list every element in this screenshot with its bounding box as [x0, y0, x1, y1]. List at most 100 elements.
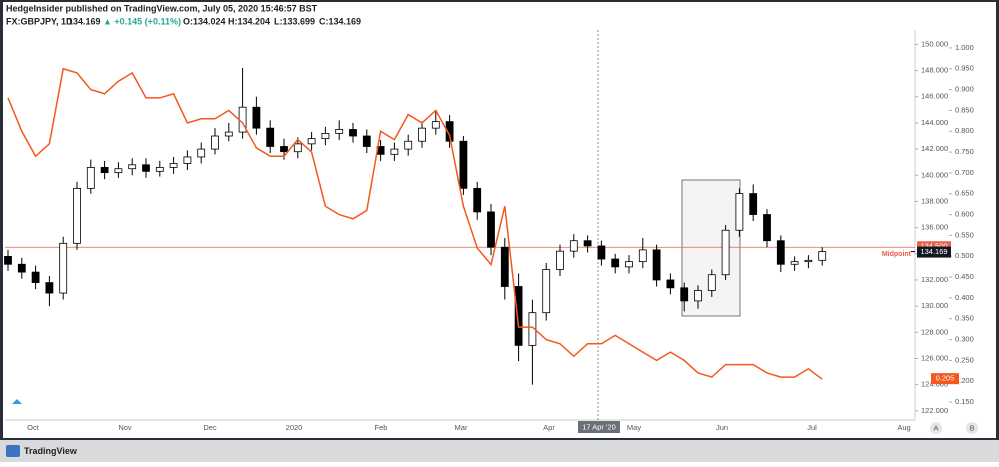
price-box-label: 134.169: [920, 247, 947, 256]
drawn-rectangle: [681, 179, 741, 317]
candle-body: [611, 258, 620, 268]
candle-body: [597, 245, 606, 260]
ohlc: C:134.169: [319, 16, 361, 26]
publisher: HedgeInsider published on TradingView.co…: [6, 3, 318, 13]
price-box: [917, 246, 951, 258]
price-box-label: 134.500: [920, 242, 947, 251]
x-tick-label: Jul: [807, 423, 817, 432]
candle-body: [804, 259, 813, 263]
candle-body: [86, 167, 95, 189]
y2-tick-label: 0.450: [955, 272, 974, 281]
candle-body: [445, 121, 454, 142]
symbol: FX:GBPJPY, 1D: [6, 16, 73, 26]
x-tick-label: Mar: [455, 423, 468, 432]
y-tick-label: 128.000: [921, 327, 948, 336]
candle-body: [293, 143, 302, 153]
y-tick-label: 148.000: [921, 66, 948, 75]
candle-body: [542, 269, 551, 314]
candle-body: [721, 229, 730, 276]
y2-tick-label: 0.300: [955, 335, 974, 344]
crosshair-box: [578, 421, 620, 433]
y2-tick-label: 0.250: [955, 355, 974, 364]
candle-body: [500, 246, 509, 287]
scale-button-label[interactable]: B: [969, 423, 974, 432]
y2-tick-label: 0.500: [955, 251, 974, 260]
x-tick-label: Aug: [897, 423, 910, 432]
y2-tick-label: 0.900: [955, 85, 974, 94]
candle-body: [459, 140, 468, 189]
candle-body: [100, 167, 109, 174]
overlay-line: [7, 67, 823, 380]
y2-tick-label: 0.800: [955, 126, 974, 135]
candle-body: [45, 282, 54, 294]
candle-body: [487, 211, 495, 248]
x-tick-label: Apr: [543, 423, 555, 432]
crosshair-date: 17 Apr '20: [582, 422, 616, 431]
candle-body: [583, 240, 592, 247]
candle-body: [735, 193, 744, 231]
candle-body: [114, 168, 123, 174]
candle-body: [335, 129, 344, 134]
candle-body: [404, 140, 413, 150]
x-tick-label: Oct: [27, 423, 40, 432]
candle-body: [59, 242, 68, 294]
candle-body: [183, 156, 192, 164]
candle-body: [169, 163, 178, 168]
candle-body: [473, 187, 482, 213]
candle-body: [390, 148, 399, 155]
candle-body: [362, 135, 371, 147]
scale-button-label[interactable]: A: [933, 423, 938, 432]
candle-body: [307, 138, 316, 145]
ohlc: H:134.204: [228, 16, 270, 26]
candle-body: [197, 148, 206, 158]
x-tick-label: Nov: [118, 423, 132, 432]
y-tick-label: 144.000: [921, 118, 948, 127]
scale-button[interactable]: [930, 422, 942, 434]
y2-tick-label: 0.950: [955, 64, 974, 73]
candle-body: [569, 240, 578, 252]
candle-body: [4, 256, 12, 265]
candle-body: [128, 164, 137, 170]
candle-body: [266, 127, 275, 147]
brand-logo: [6, 445, 20, 457]
y2-tick-label: 0.600: [955, 210, 974, 219]
candle-body: [763, 214, 771, 242]
candle-body: [418, 127, 426, 142]
scale-button[interactable]: [966, 422, 978, 434]
y2-tick-label: 0.200: [955, 376, 974, 385]
candle-body: [666, 279, 675, 289]
candle-body: [73, 187, 81, 244]
candle-body: [749, 193, 758, 215]
candle-body: [31, 271, 40, 283]
candle-body: [776, 240, 785, 265]
y-tick-label: 138.000: [921, 196, 948, 205]
x-tick-label: May: [627, 423, 641, 432]
y-tick-label: 150.000: [921, 39, 948, 48]
y-tick-label: 122.000: [921, 406, 948, 415]
price-box: [931, 373, 959, 385]
y2-tick-label: 0.400: [955, 293, 974, 302]
change: ▲ +0.145 (+0.11%): [103, 16, 181, 26]
tv-icon: [12, 399, 22, 404]
x-tick-label: Jun: [716, 423, 728, 432]
price-box-label: 0.205: [936, 374, 955, 383]
y2-tick-label: 0.700: [955, 168, 974, 177]
ohlc: L:133.699: [274, 16, 315, 26]
midpoint-label: Midpoint: [882, 251, 912, 258]
y2-tick-label: 0.150: [955, 397, 974, 406]
y2-tick-label: 1.000: [955, 43, 974, 52]
y-tick-label: 126.000: [921, 353, 948, 362]
x-tick-label: 2020: [286, 423, 303, 432]
y-tick-label: 136.000: [921, 223, 948, 232]
y2-tick-label: 0.650: [955, 189, 974, 198]
price: 134.169: [68, 16, 101, 26]
candle-body: [224, 131, 233, 137]
ohlc: O:134.024: [183, 16, 226, 26]
brand: TradingView: [24, 446, 78, 456]
candle-body: [638, 249, 647, 263]
y-tick-label: 130.000: [921, 301, 948, 310]
candle-body: [514, 286, 523, 346]
y2-tick-label: 0.350: [955, 314, 974, 323]
candle-body: [17, 263, 26, 273]
